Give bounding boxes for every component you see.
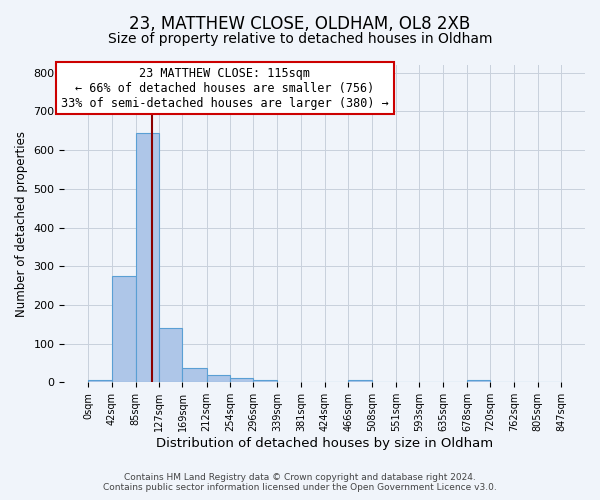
Bar [159,328,182,382]
Y-axis label: Number of detached properties: Number of detached properties [15,130,28,316]
X-axis label: Distribution of detached houses by size in Oldham: Distribution of detached houses by size … [156,437,493,450]
Text: Size of property relative to detached houses in Oldham: Size of property relative to detached ho… [108,32,492,46]
Text: 23 MATTHEW CLOSE: 115sqm
← 66% of detached houses are smaller (756)
33% of semi-: 23 MATTHEW CLOSE: 115sqm ← 66% of detach… [61,66,389,110]
Bar [349,380,372,382]
Bar [88,380,112,382]
Bar [136,132,159,382]
Bar [253,380,277,382]
Bar [182,368,206,382]
Text: Contains HM Land Registry data © Crown copyright and database right 2024.
Contai: Contains HM Land Registry data © Crown c… [103,473,497,492]
Bar [467,380,490,382]
Bar [206,376,230,382]
Text: 23, MATTHEW CLOSE, OLDHAM, OL8 2XB: 23, MATTHEW CLOSE, OLDHAM, OL8 2XB [130,15,470,33]
Bar [230,378,253,382]
Bar [112,276,136,382]
